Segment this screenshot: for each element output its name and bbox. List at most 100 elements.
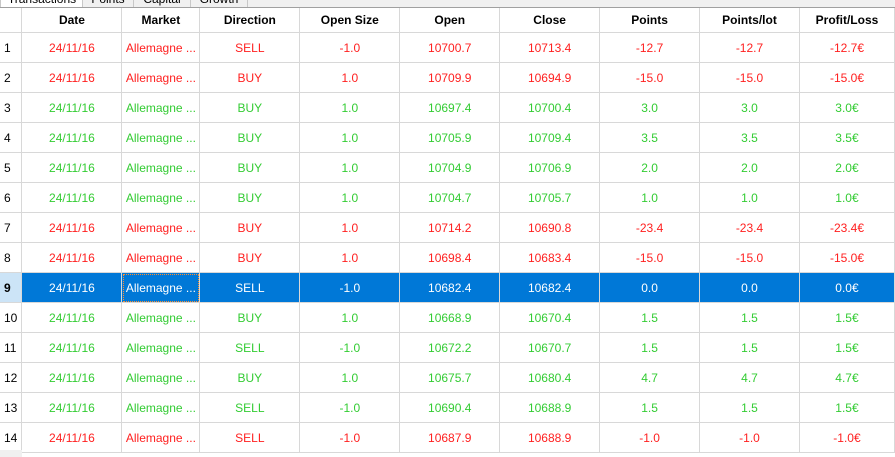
cell-points[interactable]: 3.5: [599, 122, 701, 153]
table-row[interactable]: 6 24/11/16 Allemagne ... BUY 1.0 10704.7 10705…: [0, 182, 895, 213]
cell-market[interactable]: Allemagne ...: [121, 182, 201, 213]
cell-market[interactable]: Allemagne ...: [121, 152, 201, 183]
cell-profit-loss[interactable]: 1.5€: [799, 392, 895, 423]
table-row[interactable]: 12 24/11/16 Allemagne ... BUY 1.0 10675.7 1068…: [0, 362, 895, 393]
cell-open-size[interactable]: 1.0: [299, 242, 401, 273]
cell-market[interactable]: Allemagne ...: [121, 332, 201, 363]
cell-close[interactable]: 10680.4: [499, 362, 601, 393]
cell-market[interactable]: Allemagne ...: [121, 32, 201, 63]
cell-direction[interactable]: BUY: [199, 62, 301, 93]
cell-direction[interactable]: SELL: [199, 272, 301, 303]
cell-open-size[interactable]: -1.0: [299, 422, 401, 453]
row-header[interactable]: 1: [0, 32, 23, 63]
cell-profit-loss[interactable]: -15.0€: [799, 62, 895, 93]
cell-date[interactable]: 24/11/16: [21, 32, 123, 63]
cell-points[interactable]: 2.0: [599, 152, 701, 183]
cell-date[interactable]: 24/11/16: [21, 182, 123, 213]
cell-open[interactable]: 10668.9: [399, 302, 501, 333]
row-header[interactable]: 4: [0, 122, 23, 153]
cell-profit-loss[interactable]: 1.5€: [799, 332, 895, 363]
cell-market[interactable]: Allemagne ...: [121, 62, 201, 93]
row-header[interactable]: 14: [0, 422, 23, 453]
cell-market[interactable]: Allemagne ...: [121, 272, 201, 303]
cell-points-per-lot[interactable]: 0.0: [699, 272, 800, 303]
cell-points[interactable]: 3.0: [599, 92, 701, 123]
cell-open-size[interactable]: 1.0: [299, 212, 401, 243]
table-row[interactable]: 5 24/11/16 Allemagne ... BUY 1.0 10704.9 10706…: [0, 152, 895, 183]
cell-direction[interactable]: BUY: [199, 242, 301, 273]
cell-points[interactable]: 1.5: [599, 392, 701, 423]
cell-date[interactable]: 24/11/16: [21, 242, 123, 273]
row-header[interactable]: 5: [0, 152, 23, 183]
row-header[interactable]: 6: [0, 182, 23, 213]
cell-market[interactable]: Allemagne ...: [121, 122, 201, 153]
cell-direction[interactable]: SELL: [199, 422, 301, 453]
cell-open[interactable]: 10714.2: [399, 212, 501, 243]
column-header-close[interactable]: Close: [499, 8, 601, 33]
cell-open[interactable]: 10690.4: [399, 392, 501, 423]
cell-open-size[interactable]: 1.0: [299, 92, 401, 123]
cell-close[interactable]: 10688.9: [499, 392, 601, 423]
cell-date[interactable]: 24/11/16: [21, 392, 123, 423]
cell-profit-loss[interactable]: 3.0€: [799, 92, 895, 123]
cell-open[interactable]: 10672.2: [399, 332, 501, 363]
cell-direction[interactable]: BUY: [199, 212, 301, 243]
column-header-points[interactable]: Points: [599, 8, 701, 33]
cell-profit-loss[interactable]: -12.7€: [799, 32, 895, 63]
cell-close[interactable]: 10700.4: [499, 92, 601, 123]
cell-close[interactable]: 10690.8: [499, 212, 601, 243]
cell-direction[interactable]: BUY: [199, 302, 301, 333]
cell-open[interactable]: 10697.4: [399, 92, 501, 123]
row-header[interactable]: 8: [0, 242, 23, 273]
cell-date[interactable]: 24/11/16: [21, 422, 123, 453]
table-row[interactable]: 4 24/11/16 Allemagne ... BUY 1.0 10705.9 10709…: [0, 122, 895, 153]
cell-market[interactable]: Allemagne ...: [121, 212, 201, 243]
cell-close[interactable]: 10705.7: [499, 182, 601, 213]
cell-direction[interactable]: BUY: [199, 362, 301, 393]
cell-date[interactable]: 24/11/16: [21, 302, 123, 333]
cell-points-per-lot[interactable]: 1.5: [699, 392, 800, 423]
cell-points-per-lot[interactable]: 1.5: [699, 302, 800, 333]
row-header[interactable]: 10: [0, 302, 23, 333]
table-row[interactable]: 2 24/11/16 Allemagne ... BUY 1.0 10709.9 10694…: [0, 62, 895, 93]
tab-growth[interactable]: Growth: [190, 0, 248, 7]
cell-points[interactable]: 1.0: [599, 182, 701, 213]
cell-market[interactable]: Allemagne ...: [121, 422, 201, 453]
cell-market[interactable]: Allemagne ...: [121, 92, 201, 123]
cell-points-per-lot[interactable]: -23.4: [699, 212, 800, 243]
cell-points[interactable]: 1.5: [599, 332, 701, 363]
cell-open-size[interactable]: -1.0: [299, 392, 401, 423]
cell-open[interactable]: 10709.9: [399, 62, 501, 93]
row-header[interactable]: 3: [0, 92, 23, 123]
table-row[interactable]: 1 24/11/16 Allemagne ... SELL -1.0 10700.7 107…: [0, 32, 895, 63]
row-header[interactable]: 2: [0, 62, 23, 93]
table-row[interactable]: 13 24/11/16 Allemagne ... SELL -1.0 10690.4 10…: [0, 392, 895, 423]
cell-close[interactable]: 10694.9: [499, 62, 601, 93]
table-row[interactable]: 14 24/11/16 Allemagne ... SELL -1.0 10687.9 10…: [0, 422, 895, 453]
table-row[interactable]: 3 24/11/16 Allemagne ... BUY 1.0 10697.4 10700…: [0, 92, 895, 123]
cell-points-per-lot[interactable]: -15.0: [699, 62, 800, 93]
row-header[interactable]: 11: [0, 332, 23, 363]
cell-open-size[interactable]: 1.0: [299, 302, 401, 333]
cell-date[interactable]: 24/11/16: [21, 152, 123, 183]
cell-open-size[interactable]: -1.0: [299, 32, 401, 63]
cell-close[interactable]: 10670.7: [499, 332, 601, 363]
cell-points[interactable]: -12.7: [599, 32, 701, 63]
cell-points-per-lot[interactable]: 3.5: [699, 122, 800, 153]
table-row[interactable]: 10 24/11/16 Allemagne ... BUY 1.0 10668.9 1067…: [0, 302, 895, 333]
column-header-profit-loss[interactable]: Profit/Loss: [799, 8, 895, 33]
cell-points[interactable]: 0.0: [599, 272, 701, 303]
cell-points[interactable]: -15.0: [599, 62, 701, 93]
cell-profit-loss[interactable]: 3.5€: [799, 122, 895, 153]
cell-date[interactable]: 24/11/16: [21, 362, 123, 393]
cell-date[interactable]: 24/11/16: [21, 332, 123, 363]
row-header[interactable]: 12: [0, 362, 23, 393]
cell-direction[interactable]: SELL: [199, 392, 301, 423]
cell-direction[interactable]: BUY: [199, 152, 301, 183]
cell-date[interactable]: 24/11/16: [21, 212, 123, 243]
cell-close[interactable]: 10706.9: [499, 152, 601, 183]
cell-points[interactable]: 4.7: [599, 362, 701, 393]
cell-points-per-lot[interactable]: 3.0: [699, 92, 800, 123]
cell-profit-loss[interactable]: 1.0€: [799, 182, 895, 213]
cell-open-size[interactable]: 1.0: [299, 362, 401, 393]
